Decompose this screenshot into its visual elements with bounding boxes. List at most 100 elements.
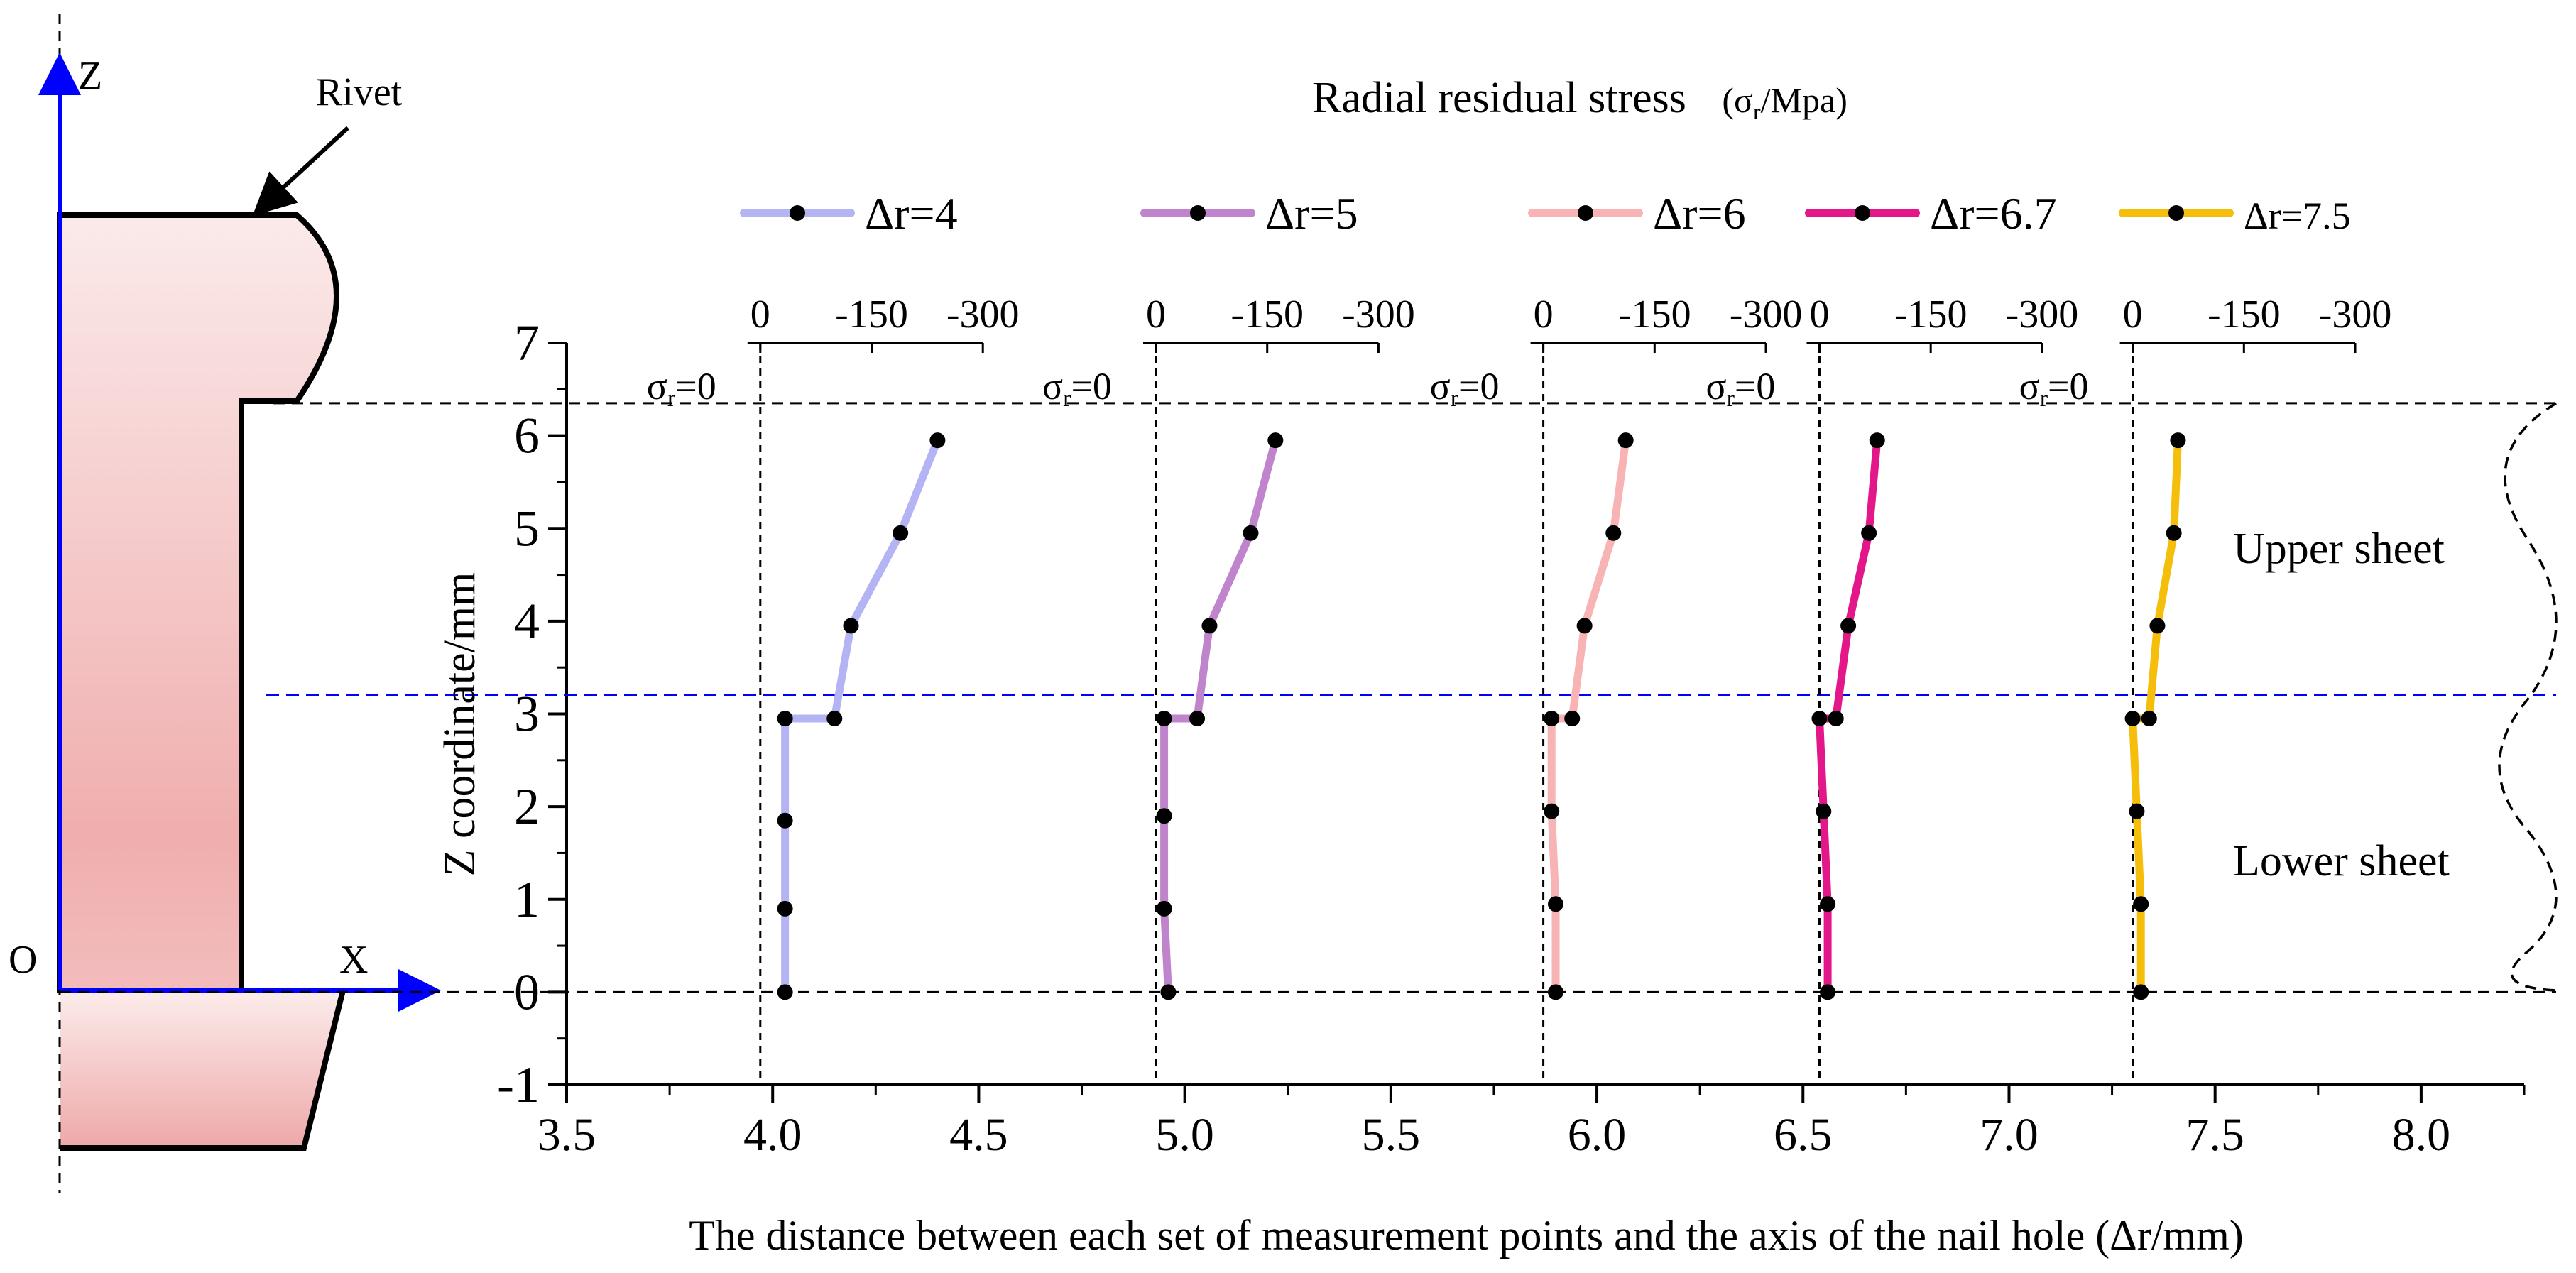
stress-tick-label: 0 <box>1809 293 1829 337</box>
stress-tick-label: 0 <box>751 293 770 337</box>
data-point <box>777 711 793 727</box>
x-axis-title: The distance between each set of measure… <box>689 1212 2244 1259</box>
y-tick-label: 6 <box>514 408 540 464</box>
x-axis-label: X <box>339 938 368 982</box>
legend-label: Δr=6.7 <box>1930 188 2057 239</box>
chart-title: Radial residual stress (σr/Mpa) <box>1312 74 1848 124</box>
rivet-pointer-arrow <box>252 126 350 217</box>
x-tick-label: 5.5 <box>1362 1109 1421 1161</box>
y-tick-label: -1 <box>497 1056 540 1113</box>
y-tick-label: 5 <box>514 500 540 557</box>
y-tick-label: 2 <box>514 778 540 835</box>
data-point <box>1605 525 1622 541</box>
y-tick-label: 4 <box>514 593 540 650</box>
x-tick-label: 5.0 <box>1155 1109 1214 1161</box>
data-point <box>1861 525 1877 541</box>
data-point <box>1243 525 1259 541</box>
zero-stress-label: σr=0 <box>1705 365 1775 412</box>
data-point <box>2129 803 2145 819</box>
z-axis-label: Z <box>78 54 102 98</box>
rivet-label: Rivet <box>316 70 403 114</box>
x-tick-label: 8.0 <box>2392 1109 2451 1161</box>
data-point <box>2149 618 2166 634</box>
y-tick-label: 7 <box>514 315 540 371</box>
series-line-2 <box>1547 436 1630 996</box>
legend-label: Δr=6 <box>1653 188 1746 239</box>
stress-tick-label: -150 <box>835 293 908 337</box>
series-line-3 <box>1815 436 1882 996</box>
legend: Δr=4 Δr=5 Δr=6 Δr=6.7 Δr=7.5 <box>740 188 2351 239</box>
data-point <box>1617 432 1634 449</box>
data-point <box>777 984 793 1000</box>
series-line-4 <box>2129 436 2182 996</box>
data-point <box>1544 803 1560 819</box>
data-point <box>1267 432 1284 449</box>
data-point <box>1816 803 1832 819</box>
legend-marker <box>1855 205 1870 221</box>
x-tick-label: 7.0 <box>1980 1109 2039 1161</box>
data-point <box>1548 984 1564 1000</box>
stress-tick-label: 0 <box>2123 293 2143 337</box>
legend-label: Δr=4 <box>865 188 958 239</box>
data-point <box>1189 711 1206 727</box>
data-point <box>1160 984 1177 1000</box>
zero-stress-label: σr=0 <box>1042 365 1112 412</box>
data-point <box>826 711 843 727</box>
data-point <box>1869 432 1885 449</box>
data-point <box>1548 896 1564 912</box>
series-line-0 <box>781 436 942 996</box>
data-point <box>1811 711 1828 727</box>
legend-marker <box>2168 205 2184 221</box>
upper-sheet-label: Upper sheet <box>2233 525 2445 573</box>
stress-tick-label: -150 <box>1230 293 1304 337</box>
data-point <box>2170 432 2186 449</box>
x-tick-label: 4.0 <box>743 1109 802 1161</box>
legend-label: Δr=7.5 <box>2244 195 2351 237</box>
data-point <box>2124 711 2141 727</box>
data-point <box>1564 711 1581 727</box>
x-tick-label: 4.5 <box>949 1109 1008 1161</box>
data-point <box>1156 711 1172 727</box>
stress-tick-label: -150 <box>1618 293 1691 337</box>
stress-tick-label: -300 <box>2006 293 2079 337</box>
data-point <box>777 812 793 829</box>
data-point <box>1820 984 1836 1000</box>
stress-tick-label: -300 <box>1730 293 1803 337</box>
data-point <box>777 900 793 917</box>
data-point <box>1544 711 1560 727</box>
x-tick-label: 6.0 <box>1568 1109 1627 1161</box>
stress-tick-label: 0 <box>1534 293 1554 337</box>
origin-label: O <box>9 938 37 982</box>
y-tick-label: 1 <box>514 871 540 928</box>
data-point <box>2133 984 2149 1000</box>
x-tick-label: 7.5 <box>2185 1109 2244 1161</box>
plot-area: -1 0 1 2 3 4 5 6 7 3.5 4.0 4.5 5.0 5.5 6.0 6.5 7.0 7.5 8.0… <box>60 293 2556 1161</box>
stress-tick-label: -300 <box>1342 293 1415 337</box>
data-point <box>1828 711 1844 727</box>
stress-tick-label: 0 <box>1146 293 1166 337</box>
data-point <box>1156 808 1172 824</box>
data-point <box>2133 896 2149 912</box>
data-point <box>2141 711 2157 727</box>
data-point <box>1201 618 1218 634</box>
data-point <box>1820 896 1836 912</box>
data-point <box>843 618 859 634</box>
legend-label: Δr=5 <box>1265 188 1358 239</box>
data-point <box>1156 900 1172 917</box>
data-point <box>929 432 946 449</box>
x-tick-label: 6.5 <box>1774 1109 1833 1161</box>
rivet-body <box>57 212 339 993</box>
x-tick-label: 3.5 <box>537 1109 596 1161</box>
data-point <box>1576 618 1593 634</box>
zero-stress-label: σr=0 <box>1430 365 1500 412</box>
rivet-diagram: Z X O Rivet <box>9 14 441 1193</box>
stress-tick-label: -150 <box>1894 293 1968 337</box>
data-point <box>1840 618 1857 634</box>
stress-tick-label: -150 <box>2207 293 2281 337</box>
rivet-tail <box>60 988 347 1151</box>
zero-stress-label: σr=0 <box>647 365 716 412</box>
legend-marker <box>790 205 805 221</box>
series-line-1 <box>1160 436 1279 996</box>
stress-tick-label: -300 <box>2319 293 2392 337</box>
